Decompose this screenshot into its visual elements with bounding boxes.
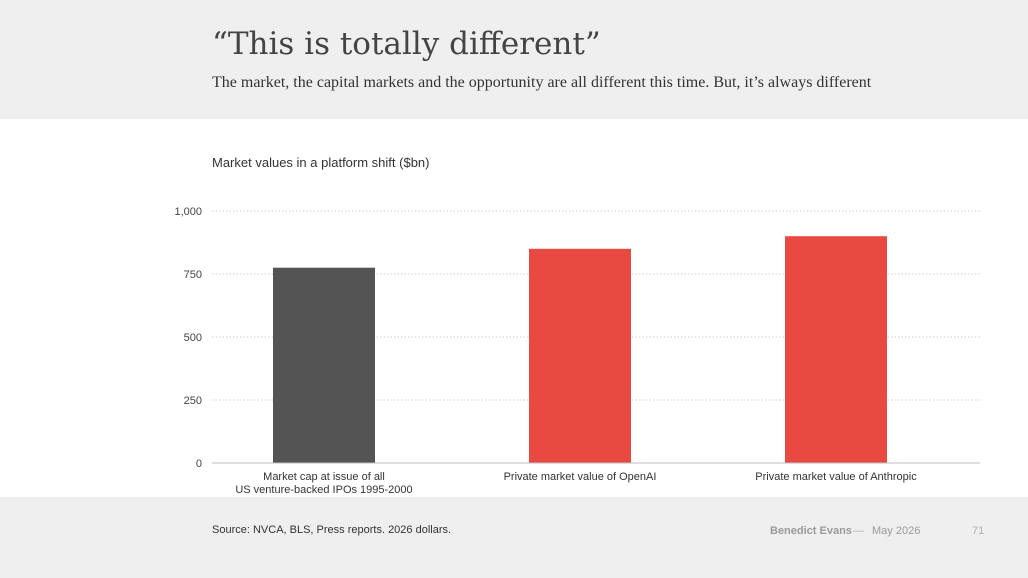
x-tick-label: Private market value of Anthropic — [755, 471, 917, 483]
y-tick-label: 500 — [184, 332, 202, 344]
footer-date: May 2026 — [872, 525, 921, 537]
x-tick-label: Private market value of OpenAI — [504, 471, 657, 483]
page-number: 71 — [972, 525, 985, 537]
y-tick-label: 250 — [184, 395, 202, 407]
slide-title: “This is totally different” — [212, 26, 601, 62]
bar — [529, 248, 631, 463]
y-tick-label: 750 — [184, 269, 202, 281]
x-tick-label: Market cap at issue of all — [263, 471, 385, 483]
bar — [273, 267, 375, 463]
footer-separator: — — [853, 525, 864, 537]
chart-title: Market values in a platform shift ($bn) — [212, 155, 430, 170]
bar — [785, 236, 887, 463]
slide-subtitle: The market, the capital markets and the … — [212, 74, 872, 91]
source-note: Source: NVCA, BLS, Press reports. 2026 d… — [212, 524, 452, 536]
slide-footer — [0, 497, 1028, 578]
slide-header — [0, 0, 1028, 119]
y-tick-label: 0 — [196, 458, 202, 470]
author-name: Benedict Evans — [770, 525, 852, 537]
y-tick-label: 1,000 — [174, 206, 202, 218]
x-tick-label: US venture-backed IPOs 1995-2000 — [235, 484, 412, 496]
